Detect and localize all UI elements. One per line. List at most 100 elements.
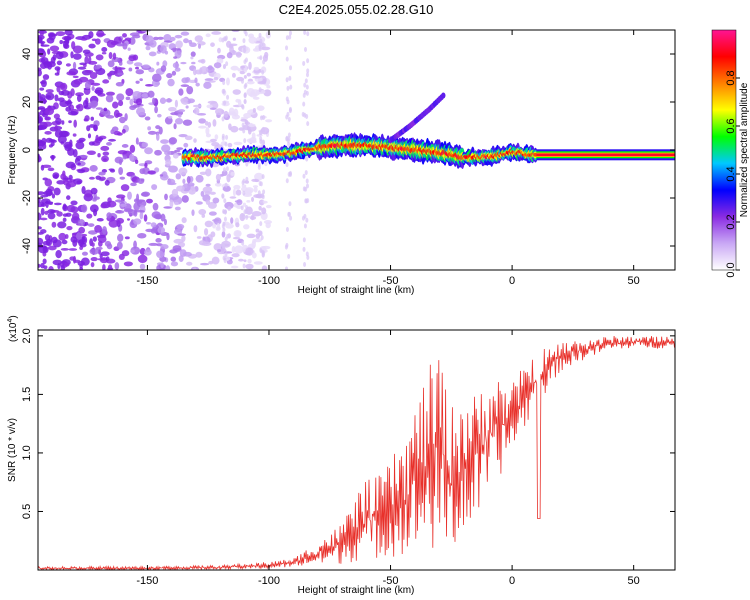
spectrogram-noise-blob	[45, 188, 53, 197]
spectrogram-noise-blob	[252, 185, 259, 188]
spectrogram-noise-blob	[235, 51, 242, 58]
spectrogram-streak-blob	[242, 213, 246, 219]
spectrogram-streak-blob	[305, 90, 309, 96]
spectrogram-noise-blob	[177, 109, 186, 113]
spectrogram-streak-blob	[226, 94, 230, 100]
spectrogram-noise-blob	[116, 93, 125, 102]
spectrogram-streak-blob	[305, 178, 309, 184]
spectrogram-noise-blob	[54, 94, 59, 102]
spectrogram-noise-blob	[246, 87, 255, 97]
spectrogram-noise-blob	[135, 209, 145, 213]
spectrogram-streak-blob	[259, 115, 263, 121]
spectrogram-noise-blob	[196, 236, 202, 239]
spectrogram-noise-blob	[65, 63, 71, 67]
spectrogram-noise-blob	[174, 201, 179, 206]
spectrogram-noise-blob	[146, 198, 153, 204]
spectrogram-noise-blob	[53, 202, 62, 206]
spectrogram-noise-blob	[243, 224, 250, 230]
spectrogram-noise-blob	[65, 106, 72, 112]
spectrogram-noise-blob	[47, 167, 55, 172]
spectrogram-noise-blob	[124, 236, 130, 240]
spectrogram-noise-blob	[137, 178, 145, 184]
spectrogram-noise-blob	[195, 251, 203, 258]
spectrogram-noise-blob	[230, 65, 239, 71]
spectrogram-streak-blob	[223, 258, 227, 264]
spectrogram-noise-blob	[52, 174, 58, 179]
spectrogram-noise-blob	[118, 166, 124, 175]
spectrogram-streak-blob	[242, 263, 246, 269]
spectrogram-noise-blob	[62, 213, 68, 217]
spectrogram-noise-blob	[253, 261, 263, 265]
spectrogram-streak-blob	[303, 223, 307, 229]
spectrogram-noise-blob	[150, 222, 157, 228]
spectrogram-noise-blob	[148, 51, 157, 57]
spectrogram-branch-blob	[441, 92, 446, 99]
spectrogram-noise-blob	[76, 94, 82, 103]
spectrogram-noise-blob	[118, 116, 126, 124]
spectrogram-noise-blob	[145, 83, 154, 87]
spectrogram-noise-blob	[140, 192, 149, 197]
spectrogram-noise-blob	[207, 121, 212, 128]
spectrogram-noise-blob	[232, 89, 241, 95]
spectrogram-noise-blob	[38, 232, 44, 235]
spectrogram-noise-blob	[84, 115, 90, 122]
spectrogram-noise-blob	[192, 68, 197, 76]
spectrogram-noise-blob	[240, 65, 246, 69]
spectrogram-noise-blob	[77, 169, 86, 174]
spectrogram-noise-blob	[48, 266, 54, 270]
spectrogram-noise-blob	[213, 243, 223, 251]
spectrogram-noise-blob	[245, 263, 254, 270]
spectrogram-noise-blob	[66, 204, 76, 213]
spectrogram-streak-blob	[288, 201, 292, 207]
spectrogram-noise-blob	[125, 96, 131, 101]
spectrogram-noise-blob	[54, 66, 61, 71]
spectrogram-noise-blob	[87, 133, 92, 139]
spectrogram-noise-blob	[242, 202, 247, 207]
spectrogram-noise-blob	[84, 189, 93, 198]
spectrogram-noise-blob	[40, 203, 46, 207]
spectrogram-noise-blob	[64, 30, 73, 36]
spectrogram-noise-blob	[47, 245, 57, 251]
snr-background	[38, 330, 675, 570]
spectrogram-streak-blob	[286, 85, 290, 91]
spectrogram-streak-blob	[245, 176, 249, 182]
spectrogram-noise-blob	[62, 217, 67, 223]
snr-x-tick-label: -100	[258, 575, 280, 587]
spectrogram-noise-blob	[58, 130, 69, 138]
spectrogram-noise-blob	[257, 81, 267, 85]
spectrogram-streak-blob	[245, 214, 249, 220]
spectrogram-noise-blob	[116, 67, 126, 70]
spectrogram-streak-blob	[261, 69, 265, 75]
spectrogram-noise-blob	[265, 119, 273, 123]
spectrogram-noise-blob	[144, 162, 148, 168]
spectrogram-noise-blob	[195, 82, 200, 87]
spectrogram-noise-blob	[117, 150, 128, 155]
spectrogram-noise-blob	[91, 100, 99, 107]
spectrogram-noise-blob	[178, 133, 188, 138]
spectrogram-noise-blob	[166, 73, 173, 79]
spectrogram-noise-blob	[181, 77, 189, 84]
spectrogram-noise-blob	[89, 165, 98, 172]
spectrogram-noise-blob	[229, 196, 237, 199]
spectrogram-streak-blob	[242, 190, 246, 196]
spectrogram-streak-blob	[259, 130, 263, 136]
spectrogram-noise-blob	[40, 44, 50, 47]
spectrogram-streak-blob	[301, 111, 305, 117]
spectrogram-streak-blob	[305, 217, 309, 223]
spectrogram-noise-blob	[101, 47, 108, 52]
spectrogram-streak-blob	[304, 78, 308, 84]
spectrogram-noise-blob	[163, 206, 173, 209]
spectrogram-noise-blob	[204, 78, 214, 81]
spectrogram-noise-blob	[160, 65, 167, 72]
spectrogram-streak-blob	[285, 242, 289, 248]
spectrogram-noise-blob	[127, 47, 131, 51]
spectrogram-streak-blob	[241, 240, 245, 246]
spectrogram-noise-blob	[98, 240, 103, 247]
spectrogram-noise-blob	[178, 255, 184, 263]
spectrogram-noise-blob	[106, 243, 113, 250]
spectrogram-noise-blob	[117, 233, 124, 242]
spectrogram-streak-blob	[261, 194, 265, 200]
spectrogram-noise-blob	[221, 109, 225, 114]
spectrogram-noise-blob	[261, 207, 267, 215]
spectrogram-noise-blob	[235, 222, 240, 228]
